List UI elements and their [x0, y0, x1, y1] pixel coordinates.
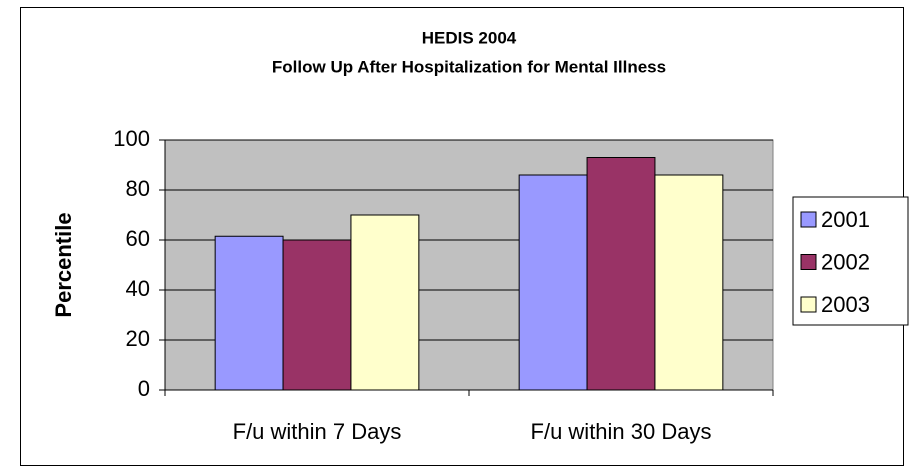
y-tick-label: 0: [138, 376, 150, 401]
legend-label: 2002: [821, 249, 870, 274]
bar: [350, 214, 420, 391]
x-tick-label: F/u within 7 Days: [233, 419, 402, 444]
y-tick-label: 20: [126, 326, 150, 351]
legend-swatch: [800, 254, 817, 270]
x-tick-label: F/u within 30 Days: [531, 419, 712, 444]
chart-title: HEDIS 2004: [422, 28, 517, 47]
y-tick-label: 40: [126, 276, 150, 301]
y-tick-label: 60: [126, 226, 150, 251]
chart-subtitle: Follow Up After Hospitalization for Ment…: [272, 57, 666, 76]
legend-label: 2003: [821, 292, 870, 317]
y-tick-label: 80: [126, 176, 150, 201]
legend-swatch: [800, 296, 817, 313]
bar: [214, 235, 284, 391]
y-tick-label: 100: [113, 126, 150, 151]
legend-swatch: [800, 211, 817, 228]
bar: [518, 174, 588, 391]
bar: [654, 174, 724, 391]
bar: [282, 239, 352, 391]
y-axis-label: Percentile: [51, 212, 76, 317]
legend-label: 2001: [821, 207, 870, 232]
bar: [586, 157, 656, 391]
